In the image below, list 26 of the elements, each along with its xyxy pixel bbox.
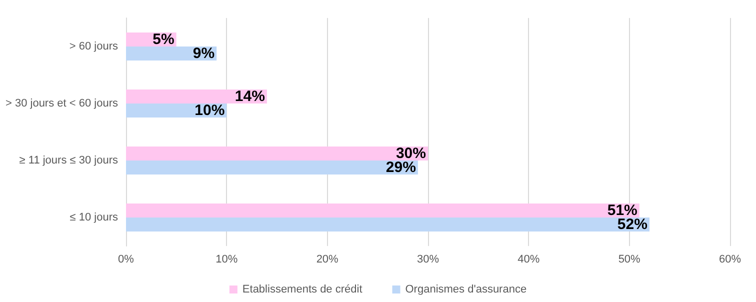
data-label: 5%	[152, 31, 174, 48]
x-tick-label: 40%	[518, 254, 540, 266]
x-tick-label: 50%	[618, 254, 641, 266]
bar	[126, 90, 267, 104]
y-tick-label: ≤ 10 jours	[70, 212, 118, 224]
data-label: 52%	[617, 216, 648, 233]
bar	[126, 146, 428, 160]
data-label: 30%	[396, 145, 426, 162]
x-tick-label: 10%	[216, 254, 238, 266]
x-tick-label: 30%	[416, 254, 440, 266]
data-label: 14%	[234, 88, 265, 105]
y-tick-label: > 60 jours	[69, 40, 118, 52]
x-tick-label: 0%	[118, 254, 134, 266]
legend-label: Organismes d'assurance	[405, 284, 527, 296]
y-tick-label: > 30 jours et < 60 jours	[5, 98, 118, 110]
bar	[126, 218, 650, 232]
legend-label: Etablissements de crédit	[242, 284, 362, 296]
data-label: 29%	[386, 159, 416, 176]
y-tick-label: ≥ 11 jours ≤ 30 jours	[19, 154, 118, 166]
x-tick-label: 20%	[316, 254, 339, 266]
x-tick-label: 60%	[718, 254, 742, 266]
data-label: 10%	[194, 102, 225, 119]
data-label: 51%	[607, 202, 638, 219]
data-label: 9%	[192, 45, 215, 62]
bar	[126, 160, 418, 174]
bar	[126, 204, 640, 218]
